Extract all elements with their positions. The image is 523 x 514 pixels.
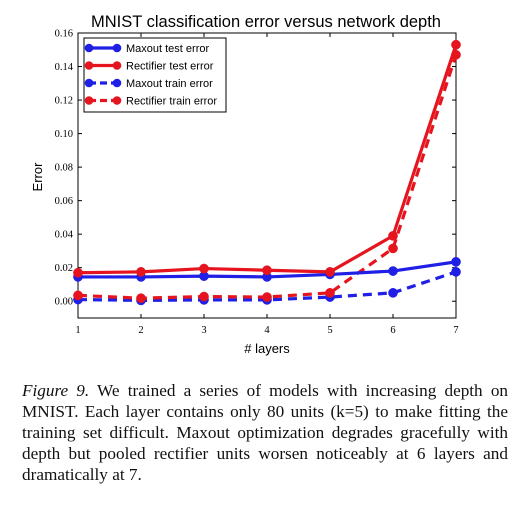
y-tick-label: 0.00 <box>55 297 73 308</box>
data-point <box>262 292 272 302</box>
data-point <box>199 263 209 274</box>
y-tick-label: 0.08 <box>55 163 73 174</box>
legend-marker <box>84 43 94 53</box>
x-tick-label: 2 <box>138 325 143 336</box>
data-point <box>388 266 398 276</box>
legend-label: Maxout train error <box>126 78 213 90</box>
figure-caption: Figure 9. We trained a series of models … <box>22 380 508 485</box>
legend: Maxout test error Rectifier test error Max… <box>83 37 227 113</box>
y-tick-label: 0.02 <box>55 263 73 274</box>
legend-label: Rectifier train error <box>126 96 217 108</box>
data-point <box>199 291 209 302</box>
data-point <box>73 290 83 301</box>
data-point <box>262 265 272 276</box>
data-point <box>136 293 146 304</box>
legend-marker <box>112 96 122 105</box>
x-axis-label: # layers <box>244 341 290 356</box>
data-point <box>451 256 461 267</box>
legend-label: Rectifier test error <box>126 61 214 73</box>
legend-marker <box>84 78 94 88</box>
legend-marker <box>112 78 122 88</box>
x-tick-label: 7 <box>453 325 458 336</box>
legend-entry: Maxout test error <box>84 43 209 55</box>
caption-label: Figure 9. <box>22 381 90 400</box>
legend-entry: Maxout train error <box>84 78 213 90</box>
y-tick-label: 0.16 <box>55 29 73 40</box>
legend-entry: Rectifier test error <box>84 61 214 73</box>
data-point <box>451 267 461 277</box>
data-point <box>73 267 83 278</box>
y-tick-label: 0.04 <box>55 230 74 241</box>
chart: MNIST classification error versus networ… <box>30 13 461 356</box>
series-rectifier-test-error <box>73 39 461 278</box>
legend-box <box>83 37 227 113</box>
x-tick-label: 4 <box>264 325 270 336</box>
data-point <box>388 243 398 254</box>
x-tick-label: 5 <box>327 325 332 336</box>
y-tick-label: 0.14 <box>55 62 74 73</box>
x-tick-label: 6 <box>390 325 395 336</box>
caption-text: We trained a series of models with incre… <box>22 381 509 484</box>
y-axis-label: Error <box>30 162 45 192</box>
legend-marker <box>112 43 122 53</box>
legend-label: Maxout test error <box>126 43 209 55</box>
series-layer <box>73 39 461 306</box>
data-point <box>388 288 398 298</box>
legend-marker <box>84 96 94 105</box>
x-tick-label: 3 <box>201 325 206 336</box>
x-axis: 1 2 3 4 5 6 7 <box>75 33 459 336</box>
y-tick-label: 0.10 <box>55 129 73 140</box>
legend-marker <box>84 61 94 70</box>
data-point <box>451 39 461 50</box>
y-tick-label: 0.06 <box>55 196 73 207</box>
legend-entry: Rectifier train error <box>84 96 217 108</box>
legend-marker <box>112 61 122 70</box>
data-point <box>136 267 146 277</box>
data-point <box>325 288 335 298</box>
data-point <box>325 267 335 277</box>
chart-title: MNIST classification error versus networ… <box>91 13 441 31</box>
x-tick-label: 1 <box>75 325 80 336</box>
y-axis: 0.00 0.02 0.04 0.06 0.08 0.10 0.12 0.14 0.16 <box>55 29 456 308</box>
data-point <box>388 231 398 241</box>
y-tick-label: 0.12 <box>55 96 73 107</box>
